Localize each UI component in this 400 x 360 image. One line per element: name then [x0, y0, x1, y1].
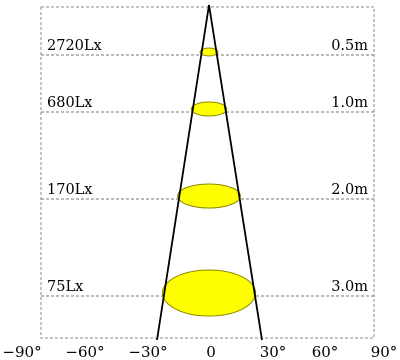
light-spot: [161, 269, 257, 317]
beam-edge-right: [208, 4, 263, 341]
light-spot: [177, 183, 241, 209]
beam-edge-left: [156, 4, 210, 341]
distance-rows: 2720Lx 0.5m 680Lx 1.0m 170Lx 2.0m 75Lx 3.0m: [41, 38, 374, 317]
angle-tick: −90°: [2, 343, 41, 360]
illuminance-label: 2720Lx: [47, 38, 102, 54]
illuminance-label: 680Lx: [47, 95, 92, 111]
angle-tick: 30°: [260, 343, 287, 360]
angle-tick: 60°: [312, 343, 339, 360]
distance-label: 3.0m: [331, 279, 368, 295]
light-spot: [190, 101, 228, 117]
illuminance-label: 75Lx: [47, 279, 83, 295]
distance-label: 2.0m: [331, 182, 368, 198]
diagram-frame: [40, 6, 375, 339]
distance-label: 1.0m: [331, 95, 368, 111]
illuminance-label: 170Lx: [47, 182, 92, 198]
angle-tick: −60°: [65, 343, 104, 360]
angle-tick: 0: [206, 343, 216, 360]
distance-label: 0.5m: [331, 38, 368, 54]
angle-tick: 90°: [371, 343, 398, 360]
angle-tick: −30°: [128, 343, 167, 360]
light-spot: [199, 47, 219, 57]
angle-axis: −90° −60° −30° 0 30° 60° 90°: [2, 343, 397, 360]
